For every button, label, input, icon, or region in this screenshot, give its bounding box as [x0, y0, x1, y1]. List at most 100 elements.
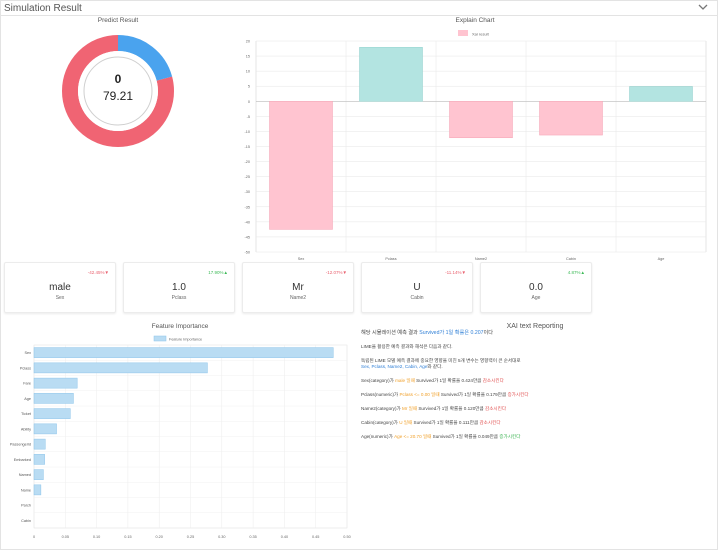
- xai-item-mid: Survived가 1일 확률을 0.179만큼: [439, 392, 508, 397]
- fi-xtick: 0.50: [343, 535, 350, 539]
- fi-bar-ability: [33, 423, 57, 435]
- header-divider: [0, 15, 718, 16]
- xai-item-cond: Mr 일때: [402, 406, 418, 411]
- donut-rest-arc: [62, 35, 174, 147]
- card-label: Name2: [289, 295, 307, 301]
- explain-ytick: -35: [245, 205, 251, 209]
- explain-legend-swatch: [458, 30, 468, 36]
- xai-item: Pclass(numeric)가 Pclass <= 0.00 일때 Survi…: [361, 392, 701, 398]
- card-value: 0.0: [529, 282, 543, 293]
- explain-ytick: 15: [246, 55, 250, 59]
- xai-item-pre: Cabin(category)가: [361, 420, 400, 425]
- fi-xtick: 0.20: [156, 535, 163, 539]
- explain-chart-title: Explain Chart: [455, 17, 495, 24]
- xai-summary-prob: Survived가 1일 확률은 0.207: [419, 330, 484, 336]
- explain-xtick: Pclass: [385, 257, 396, 261]
- feature-importance-title: Feature Importance: [151, 323, 209, 330]
- fi-ytick: Ability: [21, 427, 31, 431]
- xai-item-mid: Survived가 1일 확률을 0.424만큼: [414, 378, 483, 383]
- fi-xtick: 0.25: [187, 535, 194, 539]
- fi-ytick: Named: [19, 473, 31, 477]
- fi-bar-sex: [33, 347, 334, 358]
- xai-item-mid: Survived가 1일 확률을 0.049만큼: [431, 434, 500, 439]
- feature-card-name2: -12.07%▼ Mr Name2: [242, 262, 354, 313]
- fi-bar-fare: [33, 377, 78, 389]
- explain-bar-age: [629, 86, 693, 102]
- xai-item: Age(numeric)가 Age <= 20.70 일때 Survived가 …: [361, 434, 701, 440]
- xai-report-body: 해당 시뮬레이션 예측 결과 Survived가 1일 확률은 0.207이다 …: [361, 330, 701, 448]
- fi-bar-passengerld: [33, 438, 46, 450]
- xai-item-effect: 증가시킨다: [499, 434, 521, 439]
- explain-ytick: 20: [246, 40, 250, 44]
- fi-ytick: Pclass: [20, 366, 31, 370]
- fi-bar-age: [33, 393, 74, 404]
- fi-bar-embarked: [33, 454, 45, 465]
- fi-ytick: Embarked: [14, 458, 31, 462]
- explain-ytick: -10: [245, 130, 251, 134]
- xai-report-title: XAI text Reporting: [506, 323, 564, 330]
- card-label: Age: [531, 295, 541, 301]
- predict-score: 79.21: [102, 89, 134, 103]
- xai-item-cond: Age <= 20.70 일때: [394, 434, 432, 439]
- fi-xtick: 0.15: [124, 535, 131, 539]
- fi-bar-pclass: [33, 362, 208, 374]
- card-value: male: [49, 282, 71, 293]
- card-delta: 17.90%▲: [208, 270, 228, 275]
- feature-importance-chart: Feature Importance 0 0.05 0.10 0.15 0.20 0.25…: [10, 335, 351, 539]
- xai-item-cond: U 일때: [399, 420, 413, 425]
- card-delta: -12.07%▼: [325, 270, 347, 275]
- card-delta: -11.14%▼: [445, 270, 466, 275]
- feature-card-cabin: -11.14%▼ U Cabin: [361, 262, 473, 313]
- card-delta: 4.87%▲: [567, 270, 585, 275]
- xai-item-effect: 감소시킨다: [484, 406, 507, 411]
- explain-ytick: 5: [248, 85, 250, 89]
- xai-line1: LIME을 활용한 예측 결과와 해석은 다음과 같다.: [361, 344, 453, 349]
- chevron-down-icon[interactable]: [696, 1, 710, 13]
- xai-item-pre: Pclass(numeric)가: [361, 392, 400, 397]
- predict-result-title: Predict Result: [97, 17, 139, 24]
- explain-xtick: Age: [658, 257, 665, 261]
- xai-summary-pre: 해당 시뮬레이션 예측 결과: [361, 330, 420, 336]
- explain-xtick: Sex: [298, 257, 305, 261]
- explain-bar-pclass: [359, 47, 423, 102]
- xai-item: Cabin(category)가 U 일때 Survived가 1일 확률을 0…: [361, 420, 701, 426]
- xai-line2-end: 와 같다.: [427, 364, 443, 369]
- fi-xtick: 0.05: [62, 535, 69, 539]
- explain-ytick: 0: [248, 100, 250, 104]
- explain-ytick: -15: [245, 145, 251, 149]
- explain-chart: Xai result 20 15 10 5 0 -5 -10 -15 -20 -25 -30 -35 -…: [245, 30, 707, 261]
- fi-bar-ticket: [33, 408, 71, 419]
- feature-card-sex: -42.45%▼ male Sex: [4, 262, 116, 313]
- explain-bar-cabin: [539, 101, 603, 136]
- xai-item-mid: Survived가 1일 확률을 0.111만큼: [412, 420, 480, 425]
- section-title: Simulation Result: [4, 3, 82, 14]
- xai-item-effect: 증가시킨다: [507, 392, 529, 397]
- fi-ytick: Cabin: [21, 519, 31, 523]
- explain-ytick: -45: [245, 235, 251, 239]
- xai-line2-features: Sex, Pclass, Name2, Cabin, Age: [361, 364, 428, 369]
- fi-ytick: Age: [24, 397, 31, 401]
- xai-item-pre: Age(numeric)가: [361, 434, 395, 439]
- fi-bar-name: [33, 484, 42, 496]
- explain-ytick: -25: [245, 175, 251, 179]
- explain-ytick: -20: [245, 160, 251, 164]
- explain-bar-sex: [269, 101, 333, 230]
- fi-xtick: 0.10: [93, 535, 100, 539]
- feature-card-pclass: 17.90%▲ 1.0 Pclass: [123, 262, 235, 313]
- xai-item-pre: Sex(category)가: [361, 378, 396, 383]
- card-label: Pclass: [171, 295, 187, 301]
- card-value: U: [413, 282, 421, 293]
- card-value: 1.0: [172, 282, 186, 293]
- fi-ytick: Fare: [23, 382, 31, 386]
- fi-xtick: 0.40: [281, 535, 288, 539]
- xai-item-mid: Survived가 1일 확률을 0.120만큼: [417, 406, 485, 411]
- card-label: Cabin: [410, 295, 424, 301]
- xai-item-cond: Pclass <= 0.00 일때: [399, 392, 440, 397]
- fi-ytick: Sex: [24, 351, 31, 355]
- fi-ytick: Parch: [21, 504, 31, 508]
- fi-xtick: 0.35: [249, 535, 256, 539]
- xai-summary-post: 이다: [483, 330, 494, 336]
- explain-bar-name2: [449, 101, 513, 139]
- explain-ytick: -40: [245, 220, 251, 224]
- fi-bar-named: [33, 469, 44, 480]
